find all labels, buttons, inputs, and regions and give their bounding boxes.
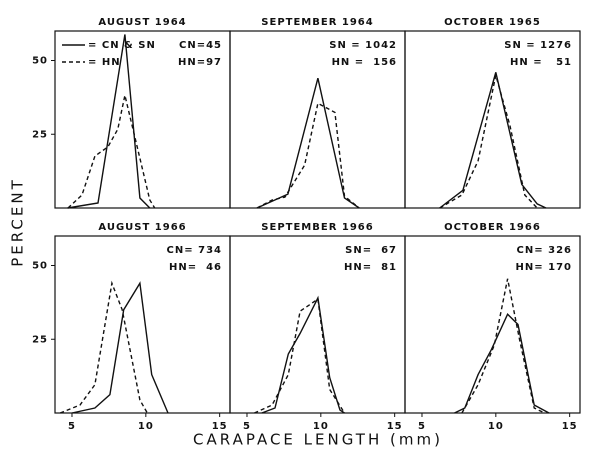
- x-tick-label: 5: [418, 421, 426, 432]
- annotation: CN=45: [179, 40, 222, 51]
- legend-label: = CN & SN: [88, 40, 156, 51]
- annotation: HN=97: [178, 57, 222, 68]
- y-tick-label: 50: [32, 56, 48, 67]
- annotation: HN= 46: [169, 262, 222, 273]
- panel-title: AUGUST 1964: [98, 17, 186, 28]
- annotation: HN = 156: [332, 57, 397, 68]
- data-line: [59, 280, 148, 414]
- panel-title: OCTOBER 1966: [444, 222, 541, 233]
- legend-label: = HN: [88, 57, 121, 68]
- annotation: CN= 326: [517, 245, 572, 256]
- panel-title: OCTOBER 1965: [444, 17, 541, 28]
- x-tick-label: 5: [243, 421, 251, 432]
- data-line: [454, 312, 550, 414]
- y-axis-label: PERCENT: [9, 177, 27, 267]
- y-tick-label: 50: [32, 261, 48, 272]
- data-line: [439, 75, 538, 209]
- annotation: SN = 1042: [329, 40, 397, 51]
- x-tick-label: 5: [68, 421, 76, 432]
- panel-title: SEPTEMBER 1964: [261, 17, 373, 28]
- panel-frame: [404, 235, 581, 414]
- x-tick-label: 15: [212, 421, 228, 432]
- data-line: [261, 295, 345, 414]
- panel-frame: [404, 30, 581, 209]
- data-line: [461, 278, 545, 414]
- x-tick-label: 10: [488, 421, 504, 432]
- y-tick-label: 25: [32, 334, 48, 345]
- annotation: HN= 81: [344, 262, 397, 273]
- data-line: [254, 297, 346, 414]
- annotation: SN= 67: [345, 245, 397, 256]
- data-line: [256, 102, 360, 209]
- y-tick-label: 25: [32, 129, 48, 140]
- x-tick-label: 15: [562, 421, 578, 432]
- x-tick-label: 10: [313, 421, 329, 432]
- data-line: [71, 281, 169, 414]
- x-tick-label: 10: [138, 421, 154, 432]
- data-line: [67, 34, 151, 209]
- data-line: [439, 72, 547, 209]
- data-line: [67, 95, 156, 209]
- panel-title: SEPTEMBER 1966: [261, 222, 373, 233]
- annotation: SN = 1276: [504, 40, 572, 51]
- x-tick-label: 15: [387, 421, 403, 432]
- panel-title: AUGUST 1966: [98, 222, 186, 233]
- annotation: CN= 734: [167, 245, 222, 256]
- x-axis-label: CARAPACE LENGTH (mm): [193, 431, 443, 449]
- annotation: HN= 170: [516, 262, 572, 273]
- annotation: HN = 51: [510, 57, 572, 68]
